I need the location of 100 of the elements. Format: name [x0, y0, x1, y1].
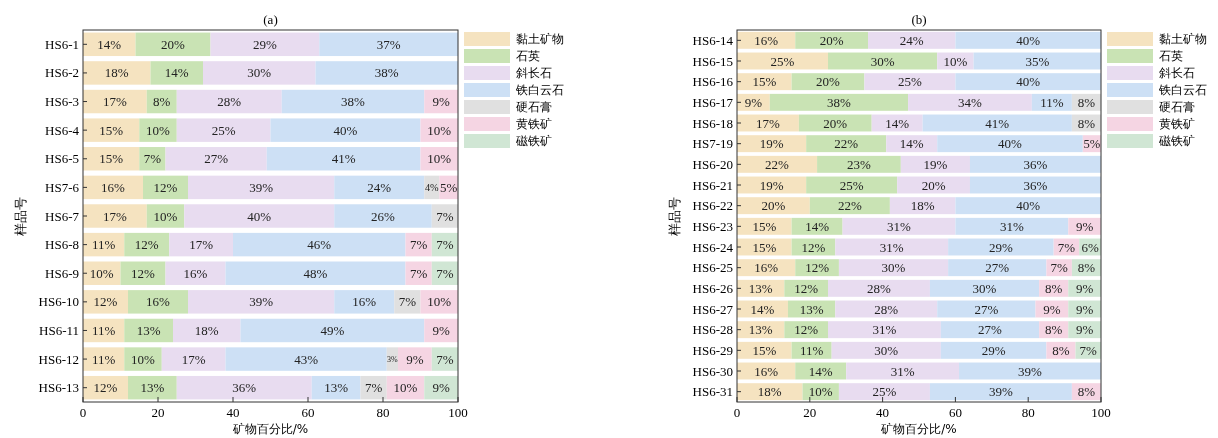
x-axis-title: 矿物百分比/%: [231, 422, 309, 436]
x-tick-label: 80: [1021, 405, 1035, 420]
bar: [124, 347, 162, 371]
bar: [188, 175, 335, 200]
data-label: 22%: [834, 136, 859, 152]
data-label: 10%: [943, 53, 968, 69]
data-label: 13%: [748, 322, 773, 338]
x-tick-label: 20: [803, 405, 817, 420]
data-label: 15%: [752, 74, 777, 90]
data-label: 7%: [436, 237, 454, 253]
x-tick-label: 0: [733, 405, 741, 420]
data-label: 9%: [1075, 301, 1094, 317]
x-tick-label: 80: [376, 405, 390, 420]
data-label: 41%: [331, 151, 356, 167]
legend-label: 黄铁矿: [516, 117, 552, 132]
data-label: 17%: [102, 208, 127, 224]
data-label: 20%: [761, 198, 786, 214]
data-label: 24%: [367, 179, 392, 195]
data-label: 36%: [232, 380, 257, 396]
y-tick-label: HS6-25: [692, 260, 733, 276]
data-label: 12%: [93, 380, 118, 396]
data-label: 12%: [131, 265, 156, 281]
y-tick-label: HS6-21: [692, 177, 733, 193]
data-label: 7%: [1057, 239, 1076, 255]
data-label: 27%: [985, 260, 1010, 276]
data-label: 8%: [1077, 94, 1096, 110]
data-label: 17%: [756, 115, 781, 131]
data-label: 16%: [146, 294, 171, 310]
data-label: 16%: [754, 260, 779, 276]
legend-label: 斜长石: [1159, 66, 1195, 81]
legend-label: 硬石膏: [1159, 100, 1195, 115]
bar: [169, 232, 233, 257]
y-tick-label: HS6-20: [692, 156, 733, 172]
x-tick-label: 100: [448, 405, 468, 420]
data-label: 10%: [131, 351, 156, 367]
data-label: 10%: [146, 122, 171, 138]
bar: [173, 318, 241, 343]
legend-label: 黏土矿物: [1159, 32, 1207, 47]
y-tick-label: HS6-7: [45, 208, 80, 224]
data-label: 36%: [1023, 156, 1048, 172]
data-label: 8%: [153, 94, 171, 110]
data-label: 7%: [364, 380, 383, 396]
data-label: 15%: [99, 122, 124, 138]
data-label: 14%: [97, 36, 122, 52]
bar: [83, 89, 147, 114]
data-label: 13%: [799, 301, 824, 317]
y-axis-title: 样品号: [667, 196, 682, 236]
y-tick-label: HS6-12: [38, 351, 79, 367]
x-tick-label: 60: [301, 405, 315, 420]
data-label: 13%: [748, 280, 773, 296]
data-label: 7%: [409, 237, 428, 253]
data-label: 12%: [794, 322, 819, 338]
data-label: 30%: [972, 280, 997, 296]
data-label: 13%: [136, 323, 161, 339]
bar: [270, 118, 421, 142]
x-tick-label: 0: [79, 405, 87, 420]
data-label: 25%: [211, 122, 236, 138]
data-label: 29%: [988, 239, 1013, 255]
data-label: 4%: [424, 181, 440, 193]
bar: [937, 135, 1083, 153]
data-label: 25%: [770, 53, 795, 69]
bar: [769, 93, 909, 111]
y-tick-label: HS6-26: [692, 280, 734, 296]
data-label: 18%: [104, 65, 129, 81]
data-label: 12%: [805, 260, 830, 276]
bar: [233, 232, 406, 257]
y-tick-label: HS6-14: [692, 32, 734, 48]
data-label: 16%: [352, 294, 377, 310]
data-label: 22%: [837, 198, 862, 214]
data-label: 16%: [183, 265, 208, 281]
data-label: 38%: [341, 94, 366, 110]
bar: [398, 347, 432, 371]
data-label: 23%: [847, 156, 872, 172]
y-tick-label: HS6-17: [692, 94, 734, 110]
data-label: 12%: [794, 280, 819, 296]
data-label: 24%: [899, 32, 924, 48]
data-label: 30%: [881, 260, 906, 276]
bar: [955, 217, 1069, 235]
data-label: 49%: [320, 323, 345, 339]
data-label: 25%: [872, 384, 897, 400]
x-tick-label: 40: [876, 405, 890, 420]
data-label: 20%: [816, 74, 841, 90]
bar: [240, 318, 425, 343]
data-label: 31%: [872, 322, 897, 338]
data-label: 27%: [204, 151, 229, 167]
data-label: 7%: [436, 265, 454, 281]
legend-label: 石英: [1159, 49, 1183, 64]
bar: [83, 147, 140, 171]
data-label: 11%: [91, 323, 116, 339]
bar: [817, 155, 901, 173]
data-label: 8%: [1052, 342, 1070, 358]
y-tick-label: HS6-30: [692, 363, 733, 379]
bar: [120, 261, 166, 285]
legend-label: 磁铁矿: [515, 134, 552, 149]
data-label: 8%: [1045, 280, 1063, 296]
x-axis-title: 矿物百分比/%: [880, 422, 957, 436]
data-label: 30%: [247, 65, 272, 81]
data-label: 38%: [374, 65, 399, 81]
y-tick-label: HS6-8: [45, 237, 79, 253]
data-label: 20%: [921, 177, 946, 193]
